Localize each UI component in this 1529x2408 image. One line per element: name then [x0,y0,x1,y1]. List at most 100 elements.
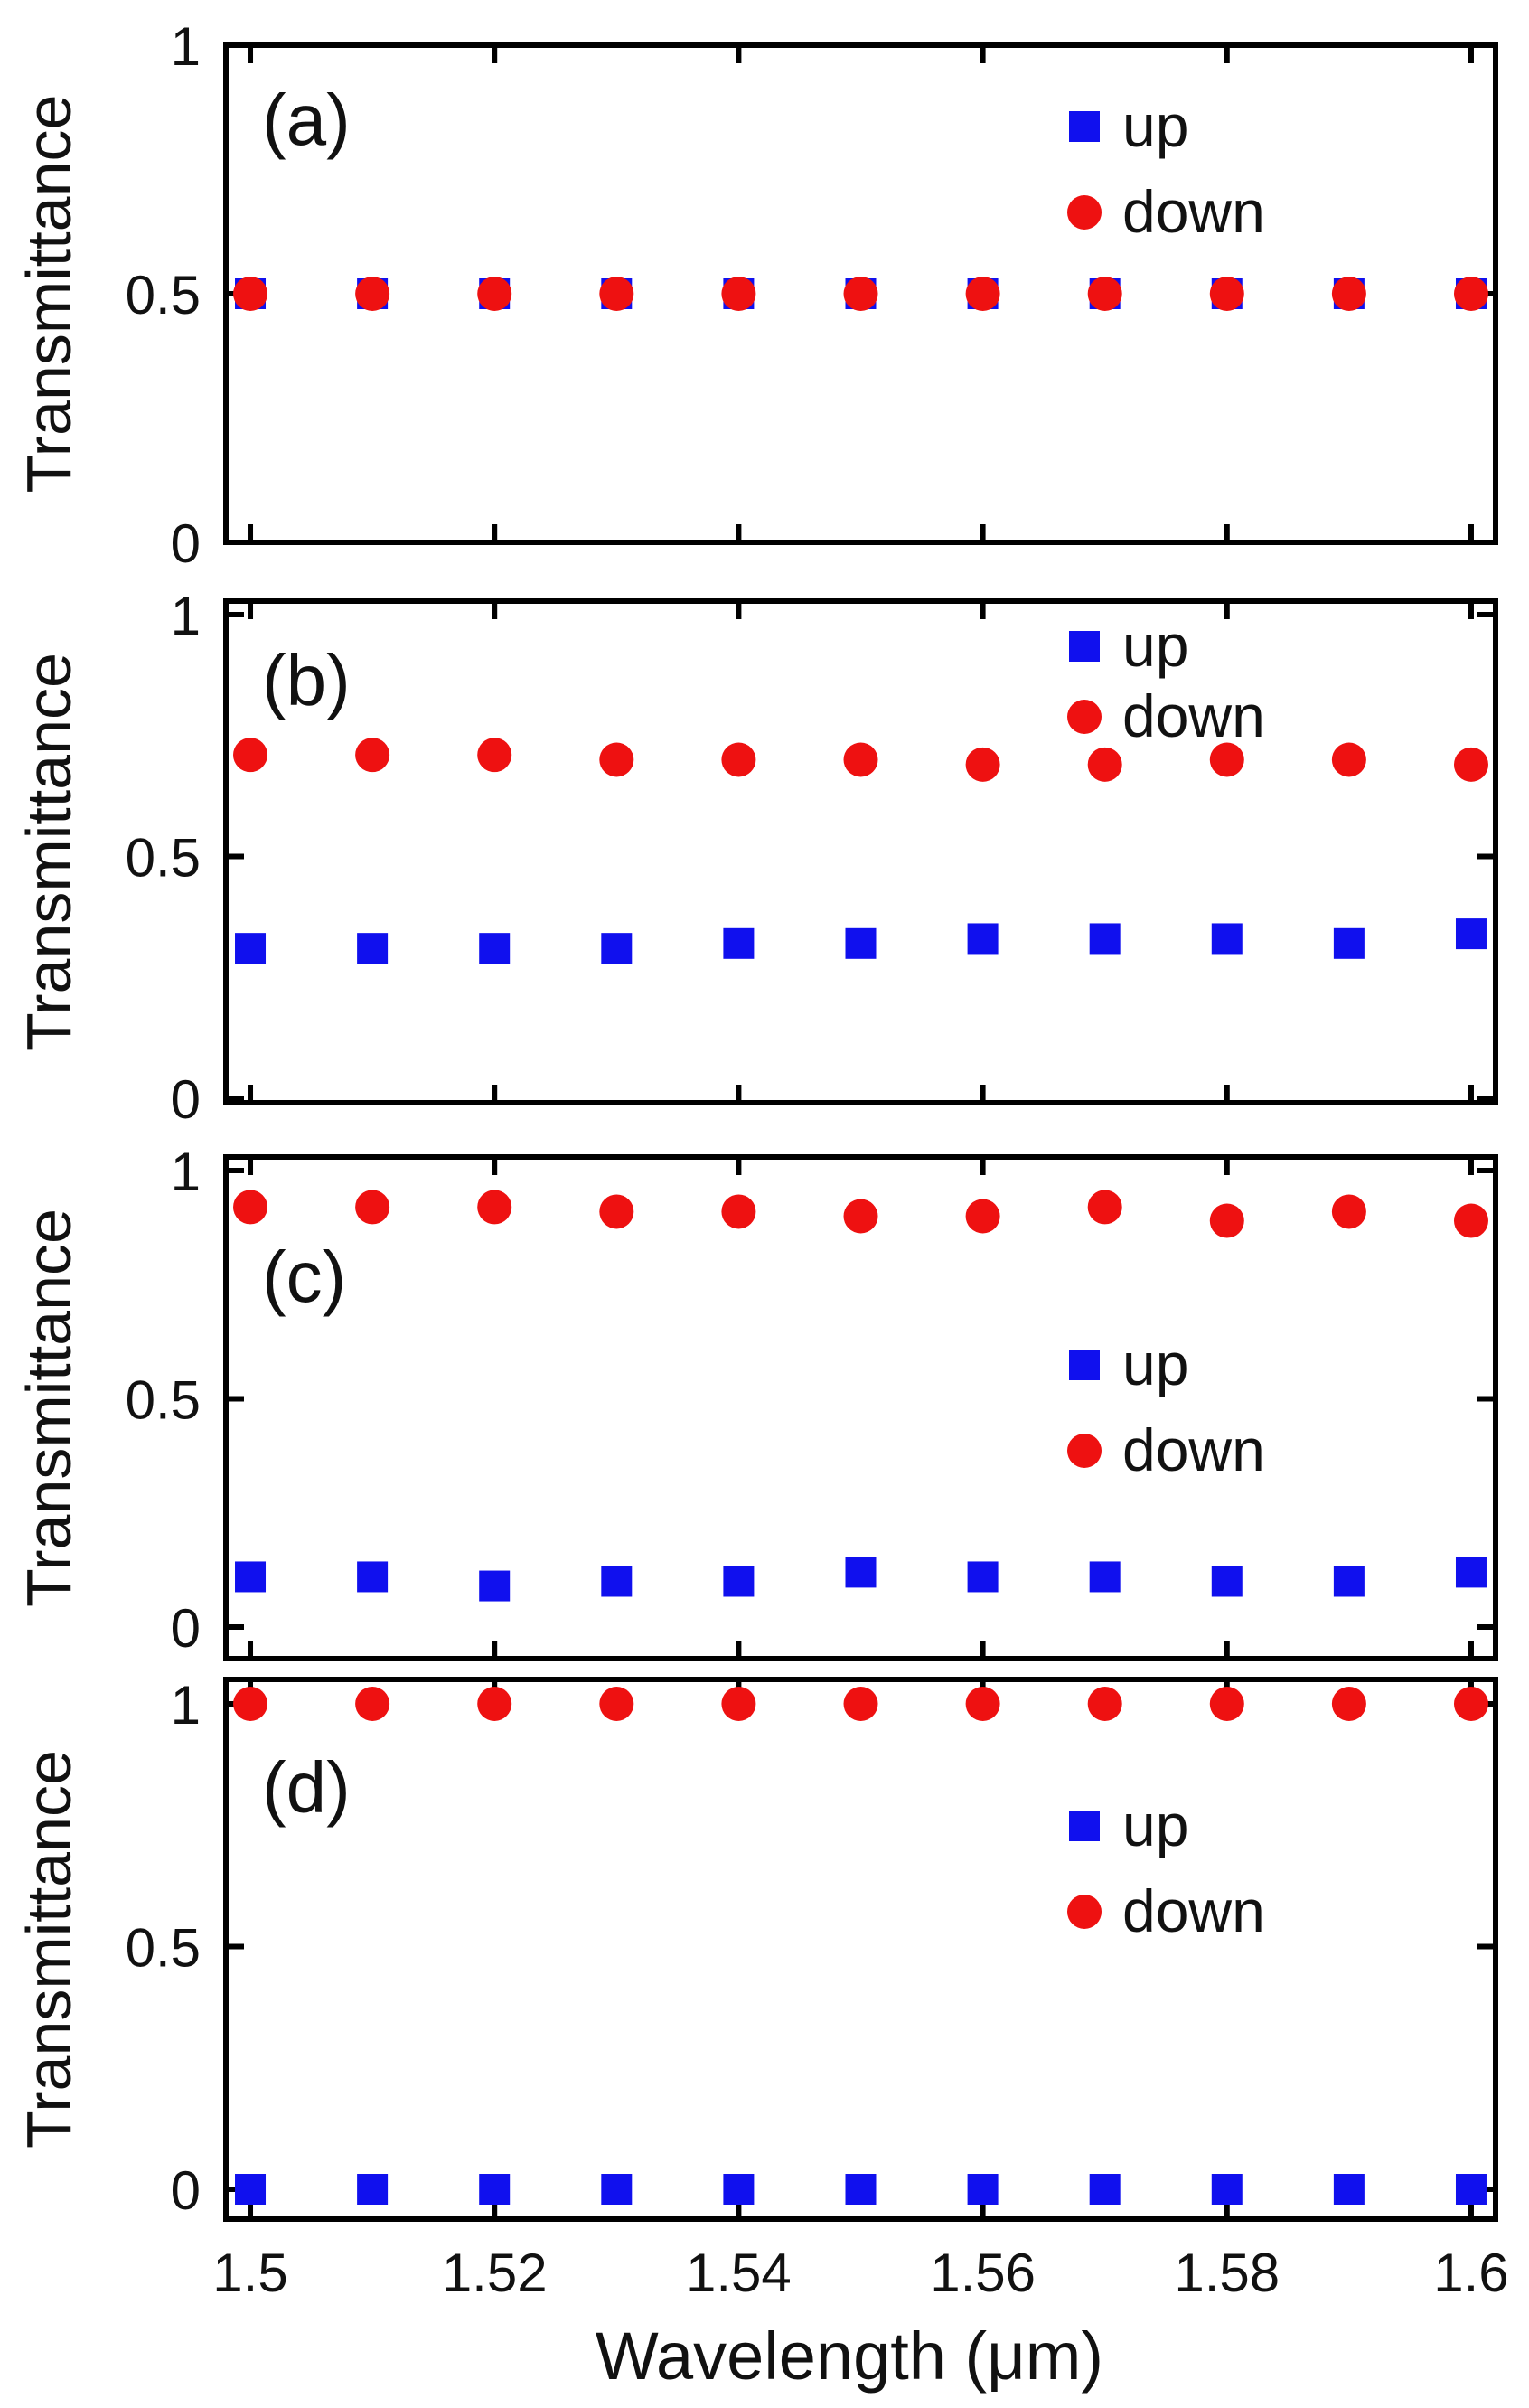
legend-label-down: down [1122,682,1265,749]
data-point-down [355,1687,390,1721]
legend-label-up: up [1122,1792,1188,1858]
data-point-up [845,927,877,959]
data-point-up [1333,927,1365,959]
data-point-down [1331,1687,1366,1721]
data-point-up [1089,923,1121,955]
data-point-down [355,277,390,311]
data-point-up [1455,1557,1487,1588]
data-point-up [723,927,755,959]
data-point-down [721,742,756,777]
data-point-down [1209,277,1244,311]
data-point-down [477,277,512,311]
y-tick-label: 0 [171,1069,201,1130]
data-point-up [845,1557,877,1588]
legend-label-down: down [1122,1877,1265,1944]
data-point-down [233,1190,268,1225]
data-point-up [235,2174,267,2205]
data-point-up [967,923,999,955]
x-tick-label: 1.52 [442,2243,548,2303]
data-point-down [1453,747,1488,782]
data-point-down [843,742,878,777]
y-tick-label: 1 [171,1142,201,1202]
data-point-down [1331,742,1366,777]
legend-label-down: down [1122,1416,1265,1483]
y-tick-label: 0 [171,2160,201,2221]
data-point-down [1209,1687,1244,1721]
data-point-down [477,738,512,773]
data-point-up [479,1570,511,1602]
data-point-down [843,277,878,311]
legend-marker-up [1069,631,1100,662]
data-point-up [1211,1566,1243,1597]
legend-label-up: up [1122,612,1188,679]
data-point-down [965,277,1000,311]
data-point-down [599,277,634,311]
data-point-down [1453,1203,1488,1238]
y-axis-label: Transmittance [14,95,84,494]
data-point-up [1211,2174,1243,2205]
panel-label: (a) [262,80,351,160]
data-point-down [1209,1203,1244,1238]
data-point-up [1455,2174,1487,2205]
data-point-down [1209,742,1244,777]
y-tick-label: 1 [171,16,201,77]
data-point-down [233,277,268,311]
legend-marker-down [1067,700,1102,734]
y-axis-label: Transmittance [14,1750,84,2149]
data-point-up [479,933,511,964]
legend-marker-up [1069,111,1100,142]
panel-label: (c) [262,1237,346,1317]
x-tick-label: 1.56 [930,2243,1036,2303]
data-point-down [965,747,1000,782]
data-point-up [1089,2174,1121,2205]
data-point-up [235,933,267,964]
data-point-down [599,742,634,777]
data-point-down [233,738,268,773]
data-point-down [721,1687,756,1721]
data-point-down [721,277,756,311]
data-point-up [1211,923,1243,955]
data-point-up [1089,1561,1121,1593]
plot-frame [223,1154,1498,1661]
legend-marker-up [1069,1811,1100,1841]
data-point-down [965,1687,1000,1721]
y-axis-label: Transmittance [14,653,84,1051]
data-point-down [843,1687,878,1721]
data-point-up [479,2174,511,2205]
x-axis-label: Wavelength (μm) [596,2319,1103,2394]
data-point-down [355,1190,390,1225]
data-point-down [1331,1194,1366,1229]
data-point-up [1333,1566,1365,1597]
legend-marker-down [1067,1434,1102,1468]
data-point-down [477,1687,512,1721]
panel-d: 0 0.5 1 1.5 1.52 1.54 1.56 1.58 1.6 Transmittance… [14,1675,1509,2303]
x-tick-label: 1.5 [212,2243,287,2303]
y-axis-label: Transmittance [14,1209,84,1607]
data-point-up [601,933,633,964]
data-point-down [965,1199,1000,1234]
data-point-up [845,2174,877,2205]
data-point-up [967,1561,999,1593]
legend-marker-down [1067,1895,1102,1929]
data-point-down [599,1687,634,1721]
legend-label-up: up [1122,92,1188,159]
data-point-up [357,933,389,964]
x-tick-label: 1.6 [1433,2243,1508,2303]
data-point-down [477,1190,512,1225]
y-tick-label: 0 [171,1598,201,1659]
panel-label: (d) [262,1747,351,1828]
data-point-down [1331,277,1366,311]
data-point-down [233,1687,268,1721]
data-point-down [843,1199,878,1234]
data-point-up [1333,2174,1365,2205]
x-tick-label: 1.58 [1174,2243,1280,2303]
y-tick-label: 1 [171,586,201,646]
data-point-up [1455,918,1487,950]
data-point-down [1087,747,1122,782]
data-point-down [721,1194,756,1229]
panel-label: (b) [262,640,351,720]
data-point-down [1087,1687,1122,1721]
data-point-down [1087,277,1122,311]
